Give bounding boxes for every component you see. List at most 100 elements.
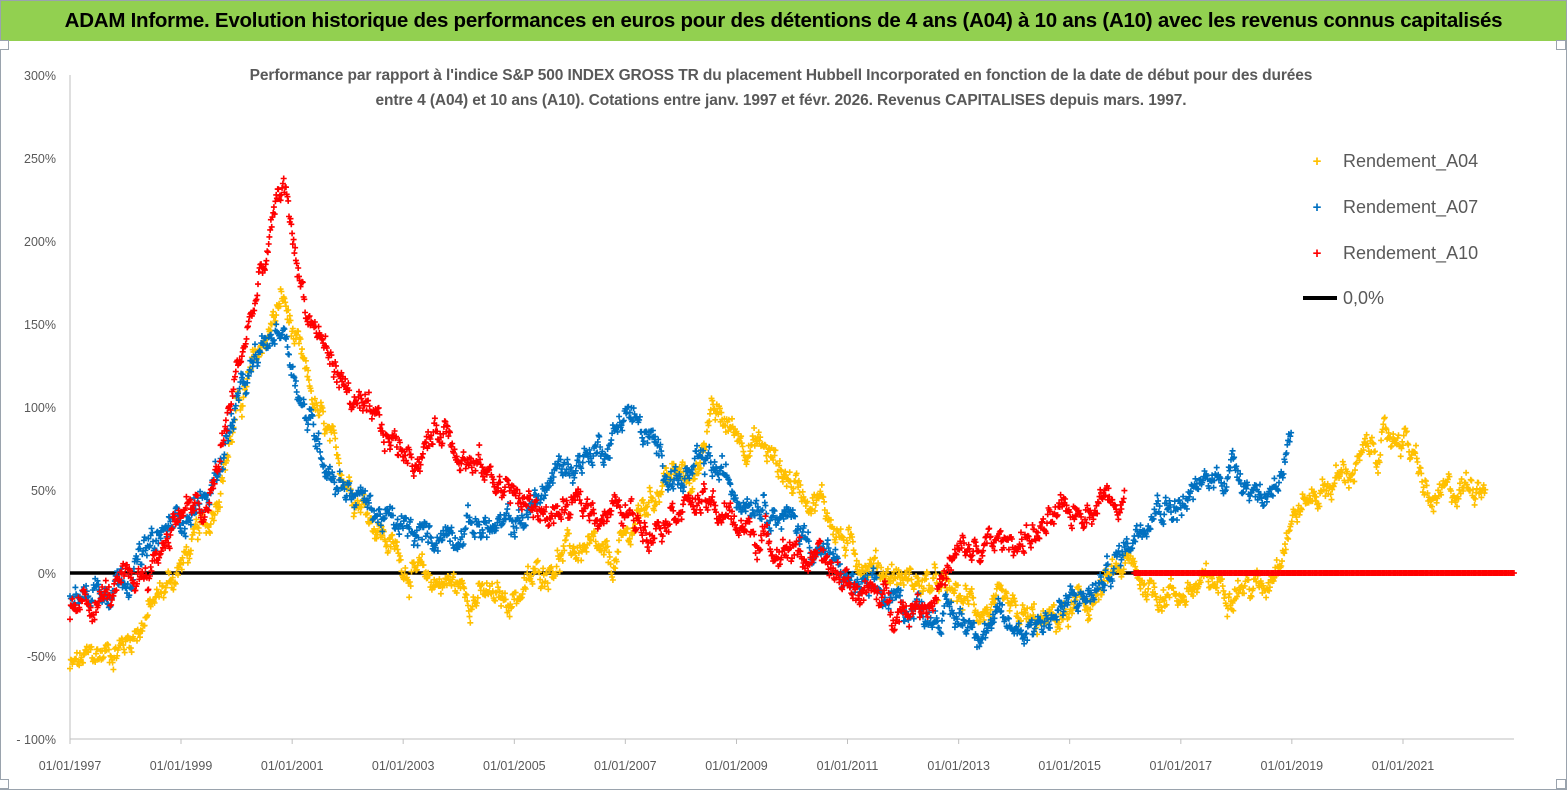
data-point — [1372, 448, 1378, 455]
data-point — [336, 384, 343, 391]
data-point — [238, 358, 245, 365]
data-point — [564, 501, 571, 508]
data-point — [165, 570, 172, 577]
data-point — [958, 610, 965, 617]
data-point — [752, 550, 759, 557]
data-point — [1230, 607, 1237, 614]
data-point — [1221, 480, 1228, 487]
data-point — [971, 601, 977, 608]
data-point — [468, 519, 475, 526]
data-point — [1244, 482, 1251, 489]
data-point — [374, 519, 381, 526]
data-point — [498, 602, 505, 609]
data-point — [480, 473, 486, 480]
data-point — [414, 542, 421, 549]
data-point — [626, 409, 633, 416]
data-point — [951, 590, 958, 597]
data-point — [510, 483, 517, 490]
data-point — [72, 584, 79, 591]
x-tick-label: 01/01/2007 — [594, 759, 657, 773]
data-point — [1225, 474, 1231, 480]
data-point — [394, 516, 401, 523]
data-point — [67, 665, 73, 672]
data-point — [716, 476, 723, 483]
data-point — [1360, 447, 1367, 454]
data-point — [511, 533, 518, 540]
data-point — [134, 556, 141, 563]
data-point — [557, 456, 564, 463]
data-point — [474, 594, 481, 601]
data-point — [701, 471, 708, 478]
data-point — [1380, 421, 1387, 428]
data-point — [1119, 552, 1126, 559]
data-point — [1155, 497, 1162, 504]
data-point — [426, 572, 433, 579]
data-point — [1054, 512, 1061, 519]
data-point — [331, 368, 338, 375]
data-point — [223, 427, 230, 434]
data-point — [796, 534, 803, 541]
data-point — [1167, 501, 1174, 508]
data-point — [946, 603, 953, 610]
data-point — [599, 448, 606, 455]
data-point — [1283, 450, 1290, 456]
data-point — [981, 620, 988, 627]
data-point — [973, 543, 980, 550]
data-point — [494, 519, 501, 526]
data-point — [625, 403, 632, 410]
data-point — [663, 465, 670, 471]
data-point — [751, 531, 758, 538]
data-point — [254, 292, 261, 299]
data-point — [612, 565, 619, 572]
data-point — [1021, 549, 1028, 556]
data-point — [381, 448, 388, 455]
data-point — [1139, 577, 1146, 584]
data-point — [1201, 468, 1208, 474]
data-point — [1463, 469, 1470, 476]
data-point — [1065, 614, 1072, 621]
data-point — [1098, 574, 1104, 580]
data-point — [1171, 498, 1178, 505]
data-point — [374, 512, 381, 519]
data-point — [707, 452, 713, 459]
data-point — [1024, 605, 1031, 612]
data-point — [1219, 576, 1225, 582]
data-point — [860, 597, 867, 604]
data-point — [474, 600, 480, 606]
data-point — [623, 410, 630, 417]
data-point — [643, 530, 649, 536]
data-point — [271, 340, 278, 347]
y-tick-label: 0% — [38, 567, 56, 581]
data-point — [467, 619, 474, 626]
data-point — [1351, 478, 1358, 485]
data-point — [897, 587, 904, 594]
data-point — [393, 444, 400, 450]
data-point — [711, 405, 718, 412]
data-point — [589, 500, 596, 507]
data-point — [718, 519, 725, 526]
data-point — [512, 518, 519, 525]
x-tick-label: 01/01/2009 — [705, 759, 768, 773]
data-point — [116, 576, 123, 583]
data-point — [652, 433, 659, 440]
data-point — [137, 545, 143, 552]
data-point — [489, 580, 496, 587]
data-point — [336, 468, 343, 475]
data-point — [1156, 503, 1163, 510]
data-point — [606, 455, 613, 461]
data-point — [1132, 538, 1139, 545]
data-point — [420, 562, 427, 568]
data-point — [1263, 498, 1270, 505]
data-point — [659, 533, 666, 540]
data-point — [1050, 520, 1057, 527]
data-point — [134, 580, 140, 587]
data-point — [379, 528, 386, 535]
data-point — [850, 547, 857, 554]
data-point — [114, 652, 121, 659]
data-point — [403, 515, 410, 522]
data-point — [1037, 524, 1044, 531]
data-point — [134, 637, 140, 644]
data-point — [1446, 473, 1453, 480]
x-tick-label: 01/01/1999 — [150, 759, 213, 773]
data-point — [1118, 506, 1125, 512]
